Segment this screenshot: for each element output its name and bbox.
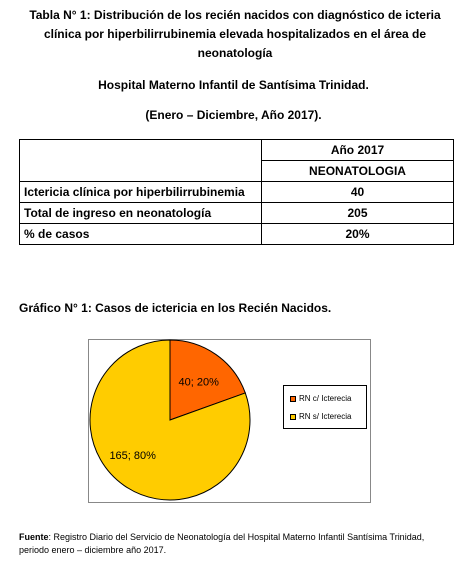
hospital-name: Hospital Materno Infantil de Santísima T… bbox=[98, 78, 369, 92]
table-header-empty-cell bbox=[19, 139, 262, 182]
legend-swatch bbox=[290, 413, 296, 420]
chart-frame bbox=[88, 339, 371, 503]
table-row: % de casos 20% bbox=[19, 223, 454, 245]
pie-data-label: 40; 20% bbox=[179, 377, 220, 389]
table-header-row-year: Año 2017 bbox=[19, 139, 454, 182]
table-header-area: NEONATOLOGIA bbox=[261, 160, 454, 182]
pie-slice bbox=[89, 339, 251, 501]
legend-item: RN s/ Icterecia bbox=[290, 412, 351, 421]
footnote-text: : Registro Diario del Servicio de Neonat… bbox=[19, 532, 425, 555]
chart-title: Gráfico N° 1: Casos de ictericia en los … bbox=[19, 301, 332, 315]
table-row-label: % de casos bbox=[19, 223, 262, 245]
table-row: Total de ingreso en neonatología 205 bbox=[19, 202, 454, 224]
period-label: (Enero – Diciembre, Año 2017). bbox=[145, 108, 322, 122]
table-row-value: 20% bbox=[261, 223, 454, 245]
legend-label: RN c/ Icterecia bbox=[299, 394, 352, 403]
table-header-row-area: NEONATOLOGIA bbox=[20, 160, 454, 182]
source-footnote: Fuente: Registro Diario del Servicio de … bbox=[19, 531, 449, 557]
table-title: Tabla N° 1: Distribución de los recién n… bbox=[10, 6, 460, 63]
pie-slice bbox=[169, 339, 246, 421]
legend-item: RN c/ Icterecia bbox=[290, 394, 351, 403]
footnote-label: Fuente bbox=[19, 532, 49, 542]
chart-legend: RN c/ Icterecia RN s/ Icterecia bbox=[283, 385, 367, 429]
data-table: Año 2017 NEONATOLOGIA Ictericia clínica … bbox=[19, 139, 454, 245]
table-title-label: Tabla N° 1: bbox=[29, 8, 91, 22]
table-title-text: Distribución de los recién nacidos con d… bbox=[43, 8, 441, 60]
legend-swatch bbox=[290, 395, 296, 402]
table-row-label: Total de ingreso en neonatología bbox=[19, 202, 262, 224]
legend-label: RN s/ Icterecia bbox=[299, 412, 352, 421]
table-row-value: 205 bbox=[261, 202, 454, 224]
pie-data-label: 165; 80% bbox=[109, 450, 156, 462]
table-header-year: Año 2017 bbox=[261, 139, 454, 161]
